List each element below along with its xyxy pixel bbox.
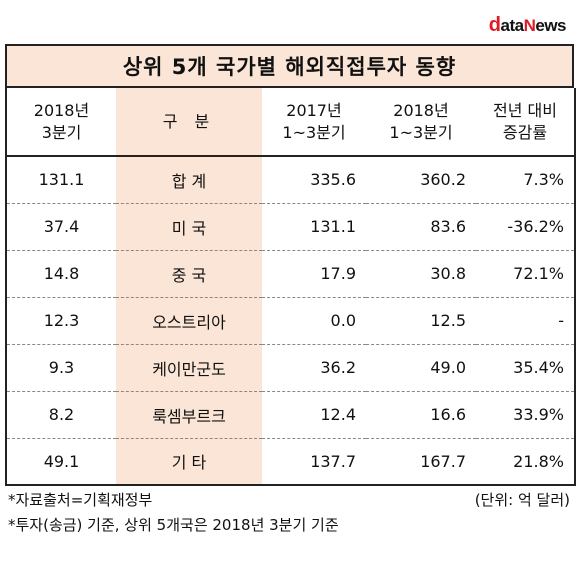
cell-q3-2018: 37.4 [6, 203, 116, 251]
table-row: 37.4 미 국 131.1 83.6 -36.2% [6, 203, 575, 251]
cell-change: 33.9% [476, 391, 575, 439]
cell-q3-2018: 12.3 [6, 297, 116, 345]
table-title: 상위 5개 국가별 해외직접투자 동향 [5, 44, 574, 88]
header-yoy-change: 전년 대비 증감률 [476, 88, 575, 157]
cell-2018: 83.6 [366, 203, 476, 251]
cell-category: 중 국 [116, 250, 262, 298]
source-note: *자료출처=기획재정부 [8, 491, 153, 509]
cell-category: 기 타 [116, 438, 262, 486]
cell-change: 35.4% [476, 344, 575, 392]
header-2018-q1-3: 2018년 1~3분기 [366, 88, 476, 157]
cell-category: 오스트리아 [116, 297, 262, 345]
cell-change: - [476, 297, 575, 345]
cell-q3-2018: 131.1 [6, 156, 116, 204]
cell-2017: 12.4 [262, 391, 366, 439]
cell-2018: 30.8 [366, 250, 476, 298]
cell-category: 합 계 [116, 156, 262, 204]
cell-2018: 12.5 [366, 297, 476, 345]
cell-q3-2018: 9.3 [6, 344, 116, 392]
cell-2018: 49.0 [366, 344, 476, 392]
cell-2017: 131.1 [262, 203, 366, 251]
cell-q3-2018: 8.2 [6, 391, 116, 439]
table-row: 131.1 합 계 335.6 360.2 7.3% [6, 156, 575, 204]
cell-q3-2018: 49.1 [6, 438, 116, 486]
table-row: 9.3 케이만군도 36.2 49.0 35.4% [6, 344, 575, 392]
datanews-logo: dataNews [488, 14, 567, 36]
table-row: 14.8 중 국 17.9 30.8 72.1% [6, 250, 575, 298]
cell-2017: 0.0 [262, 297, 366, 345]
cell-2017: 17.9 [262, 250, 366, 298]
cell-2018: 360.2 [366, 156, 476, 204]
table-row: 12.3 오스트리아 0.0 12.5 - [6, 297, 575, 345]
header-category: 구 분 [116, 88, 262, 157]
cell-category: 미 국 [116, 203, 262, 251]
cell-change: 72.1% [476, 250, 575, 298]
cell-category: 케이만군도 [116, 344, 262, 392]
table-row: 49.1 기 타 137.7 167.7 21.8% [6, 438, 575, 486]
cell-2017: 335.6 [262, 156, 366, 204]
table-header-row: 2018년 3분기 구 분 2017년 1~3분기 2018년 1~3분기 전년 대비… [6, 88, 575, 157]
unit-note: (단위: 억 달러) [474, 491, 570, 509]
cell-change: 7.3% [476, 156, 575, 204]
header-2017-q1-3: 2017년 1~3분기 [262, 88, 366, 157]
cell-2017: 137.7 [262, 438, 366, 486]
cell-2018: 16.6 [366, 391, 476, 439]
cell-2017: 36.2 [262, 344, 366, 392]
header-2018-q3: 2018년 3분기 [6, 88, 116, 157]
table-row: 8.2 룩셈부르크 12.4 16.6 33.9% [6, 391, 575, 439]
cell-change: 21.8% [476, 438, 575, 486]
cell-category: 룩셈부르크 [116, 391, 262, 439]
cell-change: -36.2% [476, 203, 575, 251]
cell-2018: 167.7 [366, 438, 476, 486]
investment-table: 2018년 3분기 구 분 2017년 1~3분기 2018년 1~3분기 전년 대비… [5, 88, 576, 486]
basis-note: *투자(송금) 기준, 상위 5개국은 2018년 3분기 기준 [8, 516, 339, 534]
cell-q3-2018: 14.8 [6, 250, 116, 298]
